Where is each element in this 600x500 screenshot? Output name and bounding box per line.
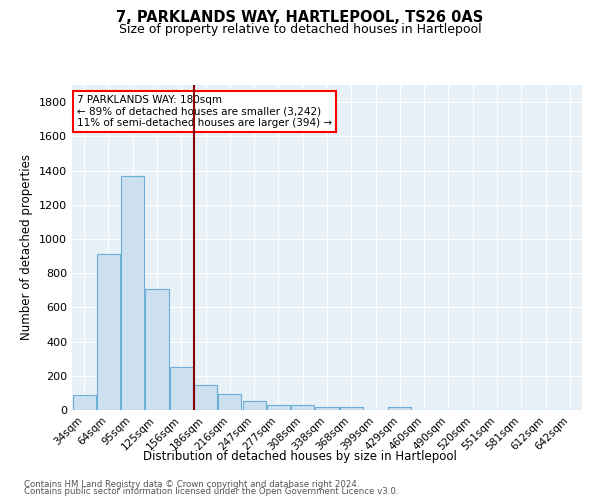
Bar [73, 394, 95, 410]
Y-axis label: Number of detached properties: Number of detached properties [20, 154, 34, 340]
Text: Contains public sector information licensed under the Open Government Licence v3: Contains public sector information licen… [24, 488, 398, 496]
Bar [170, 367, 193, 410]
Bar [145, 288, 169, 410]
Bar [218, 394, 241, 410]
Bar [388, 406, 412, 410]
Bar [291, 405, 314, 410]
Bar [267, 405, 290, 410]
Bar [97, 254, 120, 410]
Text: 7, PARKLANDS WAY, HARTLEPOOL, TS26 0AS: 7, PARKLANDS WAY, HARTLEPOOL, TS26 0AS [116, 10, 484, 25]
Bar [242, 400, 266, 410]
Text: 7 PARKLANDS WAY: 180sqm
← 89% of detached houses are smaller (3,242)
11% of semi: 7 PARKLANDS WAY: 180sqm ← 89% of detache… [77, 94, 332, 128]
Text: Contains HM Land Registry data © Crown copyright and database right 2024.: Contains HM Land Registry data © Crown c… [24, 480, 359, 489]
Bar [121, 176, 144, 410]
Bar [316, 407, 338, 410]
Bar [194, 385, 217, 410]
Text: Distribution of detached houses by size in Hartlepool: Distribution of detached houses by size … [143, 450, 457, 463]
Text: Size of property relative to detached houses in Hartlepool: Size of property relative to detached ho… [119, 22, 481, 36]
Bar [340, 408, 363, 410]
